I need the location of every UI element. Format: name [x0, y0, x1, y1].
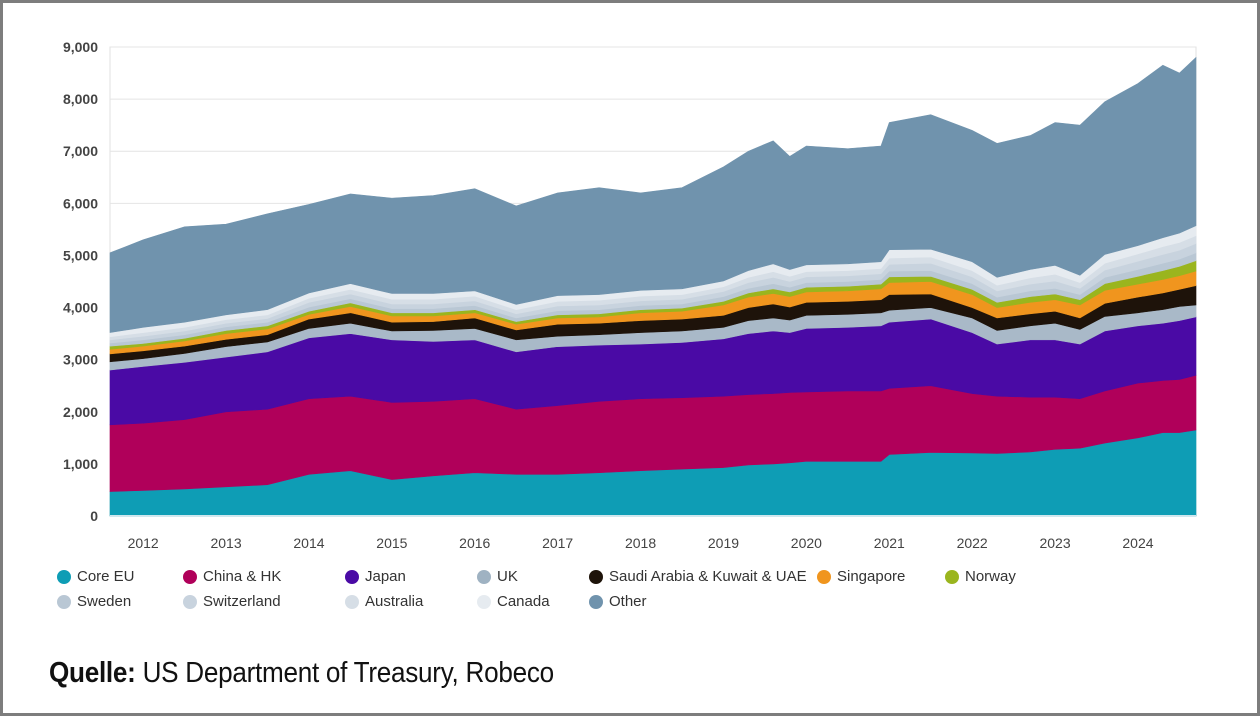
legend-label: Saudi Arabia & Kuwait & UAE: [609, 568, 807, 585]
legend-swatch-icon: [183, 594, 197, 609]
y-tick-label: 1,000: [63, 456, 98, 472]
legend-swatch-icon: [589, 594, 603, 609]
legend-label: Core EU: [77, 568, 135, 585]
x-tick-label: 2013: [210, 535, 241, 551]
x-tick-label: 2020: [791, 535, 822, 551]
area-layers: [109, 56, 1197, 517]
legend-label: Other: [609, 593, 647, 610]
y-tick-label: 8,000: [63, 91, 98, 107]
legend-swatch-icon: [589, 569, 603, 584]
legend-swatch-icon: [345, 569, 359, 584]
legend-swatch-icon: [183, 569, 197, 584]
x-tick-label: 2018: [625, 535, 656, 551]
legend-item-sweden: Sweden: [57, 593, 131, 610]
legend-item-saudi-arabia-kuwait-uae: Saudi Arabia & Kuwait & UAE: [589, 568, 807, 585]
x-tick-label: 2024: [1122, 535, 1153, 551]
source-text: US Department of Treasury, Robeco: [142, 657, 555, 689]
x-tick-label: 2022: [957, 535, 988, 551]
y-tick-label: 6,000: [63, 195, 98, 211]
legend-item-australia: Australia: [345, 593, 423, 610]
legend-label: Sweden: [77, 593, 132, 610]
legend-label: Australia: [365, 593, 424, 610]
stacked-area-chart: 0 1,000 2,000 3,000 4,000 5,000 6,000 7,000 8,00…: [63, 39, 1197, 551]
legend-swatch-icon: [57, 569, 71, 584]
y-tick-label: 5,000: [63, 247, 98, 263]
y-tick-label: 7,000: [63, 143, 98, 159]
x-tick-label: 2021: [874, 535, 905, 551]
legend-item-other: Other: [589, 593, 647, 610]
y-tick-label: 2,000: [63, 404, 98, 420]
y-tick-label: 3,000: [63, 352, 98, 368]
legend-label: UK: [497, 568, 518, 585]
legend-swatch-icon: [477, 594, 491, 609]
legend-label: Norway: [965, 568, 1016, 585]
legend-item-japan: Japan: [345, 568, 406, 585]
x-tick-label: 2014: [293, 535, 324, 551]
legend-swatch-icon: [477, 569, 491, 584]
legend-swatch-icon: [945, 569, 959, 584]
legend-swatch-icon: [345, 594, 359, 609]
y-tick-label: 9,000: [63, 39, 98, 55]
source-label: Quelle:: [49, 657, 136, 689]
axes: 0 1,000 2,000 3,000 4,000 5,000 6,000 7,000 8,00…: [63, 39, 1196, 551]
legend-item-canada: Canada: [477, 593, 550, 610]
legend-label: Japan: [365, 568, 406, 585]
x-tick-label: 2016: [459, 535, 490, 551]
legend-item-uk: UK: [477, 568, 518, 585]
x-tick-label: 2015: [376, 535, 407, 551]
x-tick-label: 2019: [708, 535, 739, 551]
y-tick-label: 4,000: [63, 300, 98, 316]
legend-item-singapore: Singapore: [817, 568, 905, 585]
legend-label: Canada: [497, 593, 550, 610]
x-tick-label: 2012: [128, 535, 159, 551]
legend-item-core-eu: Core EU: [57, 568, 135, 585]
legend-item-norway: Norway: [945, 568, 1016, 585]
y-tick-label: 0: [90, 508, 98, 524]
legend-swatch-icon: [817, 569, 831, 584]
area-other: [109, 56, 1197, 333]
legend-label: Singapore: [837, 568, 906, 585]
legend-item-china-hk: China & HK: [183, 568, 281, 585]
x-tick-label: 2017: [542, 535, 573, 551]
legend-item-switzerland: Switzerland: [183, 593, 281, 610]
x-tick-label: 2023: [1039, 535, 1070, 551]
source-note: Quelle: US Department of Treasury, Robec…: [49, 657, 554, 690]
legend-label: Switzerland: [203, 593, 281, 610]
legend-swatch-icon: [57, 594, 71, 609]
legend-label: China & HK: [203, 568, 282, 585]
